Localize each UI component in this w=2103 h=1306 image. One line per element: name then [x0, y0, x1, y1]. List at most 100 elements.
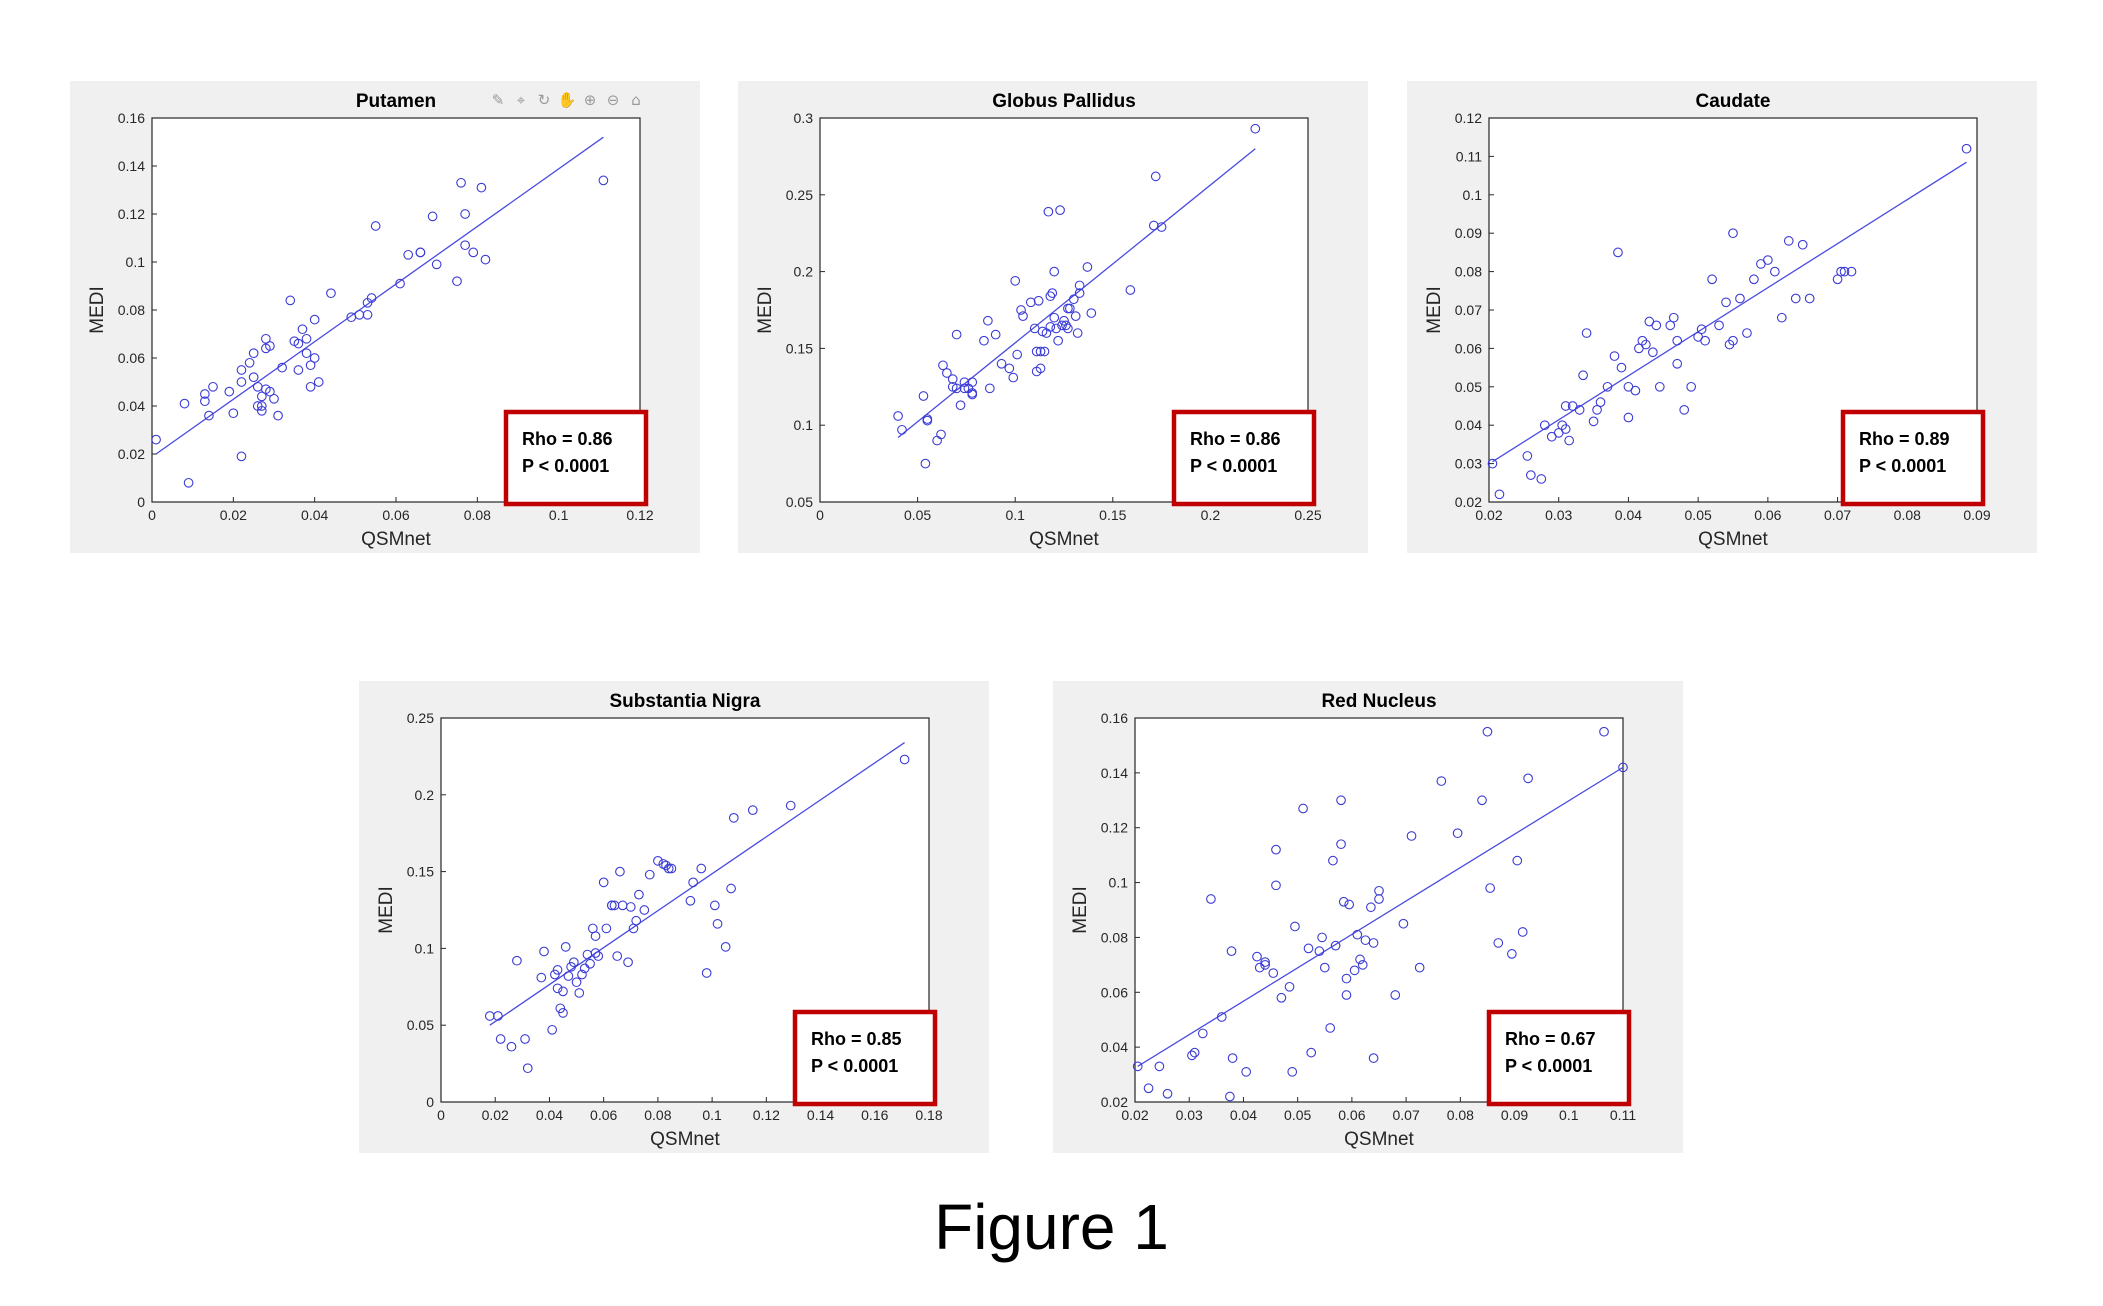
scatter-point — [1276, 992, 1287, 1003]
stats-box — [1840, 409, 1986, 507]
scatter-point — [563, 971, 574, 981]
x-tick-label: 0.15 — [1099, 507, 1126, 523]
y-tick-label: 0.12 — [1455, 110, 1482, 126]
scatter-point — [456, 177, 466, 188]
scatter-point — [1325, 1023, 1336, 1033]
scatter-point — [920, 458, 931, 469]
scatter-point — [1836, 266, 1846, 277]
scatter-point — [577, 969, 587, 980]
brush-icon[interactable]: ✎ — [491, 91, 505, 109]
x-axis-label: QSMnet — [361, 529, 431, 550]
scatter-point — [1539, 420, 1550, 431]
pan-icon[interactable]: ✋ — [557, 91, 577, 109]
scatter-point — [179, 398, 190, 409]
y-axis-label: MEDI — [1070, 886, 1091, 934]
y-tick-label: 0.1 — [1463, 187, 1483, 203]
x-tick-label: 0.04 — [301, 507, 328, 523]
scatter-point — [1613, 247, 1623, 258]
scatter-point — [520, 1034, 530, 1044]
scatter-point — [1072, 328, 1083, 338]
scatter-point — [1832, 274, 1843, 285]
scatter-point — [1506, 949, 1517, 959]
scatter-point — [1055, 205, 1065, 216]
scatter-point — [701, 968, 712, 978]
scatter-point — [1156, 222, 1167, 232]
x-tick-label: 0.05 — [1284, 1107, 1311, 1123]
zoom-in-icon[interactable]: ⊕ — [583, 91, 597, 109]
scatter-point — [552, 983, 563, 994]
y-axis-label: MEDI — [755, 286, 776, 334]
scatter-point — [585, 958, 595, 969]
x-tick-label: 0.08 — [1894, 507, 1921, 523]
p-value: P < 0.0001 — [522, 456, 609, 476]
scatter-point — [661, 860, 671, 871]
regression-line — [1137, 766, 1624, 1067]
scatter-point — [1482, 726, 1493, 737]
scatter-point — [256, 401, 267, 411]
rotate-icon[interactable]: ↻ — [537, 91, 551, 109]
scatter-point — [726, 883, 736, 894]
scatter-point — [1051, 323, 1062, 334]
scatter-point — [1057, 320, 1067, 331]
stats-box — [503, 409, 649, 507]
x-tick-label: 0.11 — [1610, 1107, 1636, 1123]
scatter-point — [1074, 280, 1085, 291]
scatter-point — [1314, 946, 1325, 956]
scatter-point — [1742, 328, 1752, 338]
x-tick-label: 0.02 — [1121, 1107, 1148, 1123]
chart-panel-red-nucleus: 0.02 0.03 0.04 0.05 0.06 0.07 0.08 0.09 0.1 0.11 0… — [1053, 681, 1683, 1153]
x-tick-label: 0.06 — [590, 1107, 617, 1123]
p-value: P < 0.0001 — [1859, 456, 1946, 476]
y-tick-label: 0.03 — [1455, 456, 1482, 472]
scatter-point — [1059, 315, 1069, 326]
x-tick-label: 0.02 — [482, 1107, 509, 1123]
y-tick-label: 0.1 — [126, 254, 146, 270]
home-icon[interactable]: ⌂ — [631, 91, 641, 109]
scatter-point — [550, 969, 560, 980]
y-tick-label: 0.12 — [118, 206, 145, 222]
scatter-point — [598, 175, 609, 186]
scatter-point — [1776, 312, 1787, 323]
scatter-point — [1025, 297, 1036, 308]
scatter-point — [1581, 328, 1592, 338]
scatter-point — [688, 877, 698, 888]
scatter-point — [1352, 929, 1363, 940]
y-tick-label: 0.07 — [1455, 302, 1482, 318]
scatter-point — [1366, 902, 1376, 913]
figure-caption: Figure 1 — [934, 1191, 1169, 1263]
data-cursor-icon[interactable]: ⌖ — [516, 91, 526, 109]
scatter-point — [1012, 349, 1023, 360]
scatter-point — [183, 477, 194, 488]
scatter-point — [1336, 795, 1346, 806]
scatter-point — [1143, 1083, 1154, 1094]
scatter-point — [1162, 1088, 1173, 1099]
scatter-point — [1679, 404, 1690, 415]
scatter-point — [590, 931, 601, 941]
x-axis-label: QSMnet — [1344, 1129, 1414, 1150]
y-tick-label: 0.02 — [1455, 494, 1482, 510]
rho-value: Rho = 0.85 — [811, 1029, 902, 1049]
rho-value: Rho = 0.86 — [1190, 429, 1281, 449]
y-axis-label: MEDI — [376, 886, 397, 934]
scatter-point — [1368, 938, 1379, 948]
x-tick-label: 0 — [816, 507, 824, 523]
x-tick-label: 0.14 — [807, 1107, 834, 1123]
scatter-point — [938, 360, 948, 371]
scatter-point — [285, 295, 296, 306]
chart-title: Putamen — [356, 91, 436, 112]
x-tick-label: 0.12 — [626, 507, 653, 523]
scatter-point — [1477, 795, 1487, 806]
zoom-out-icon[interactable]: ⊖ — [606, 91, 620, 109]
scatter-point — [1065, 303, 1075, 314]
scatter-point — [574, 988, 585, 998]
scatter-point — [1668, 312, 1679, 323]
scatter-point — [1602, 381, 1613, 392]
x-tick-label: 0.08 — [644, 1107, 671, 1123]
scatter-point — [431, 259, 442, 270]
y-tick-label: 0.16 — [1101, 710, 1128, 726]
scatter-chart: 0 0.05 0.1 0.15 0.2 0.250.050.10.150.20.250.3… — [755, 91, 1322, 550]
scatter-point — [1707, 274, 1717, 285]
y-tick-label: 0.04 — [1455, 417, 1482, 433]
y-tick-label: 0.04 — [118, 398, 145, 414]
scatter-point — [1070, 311, 1081, 321]
